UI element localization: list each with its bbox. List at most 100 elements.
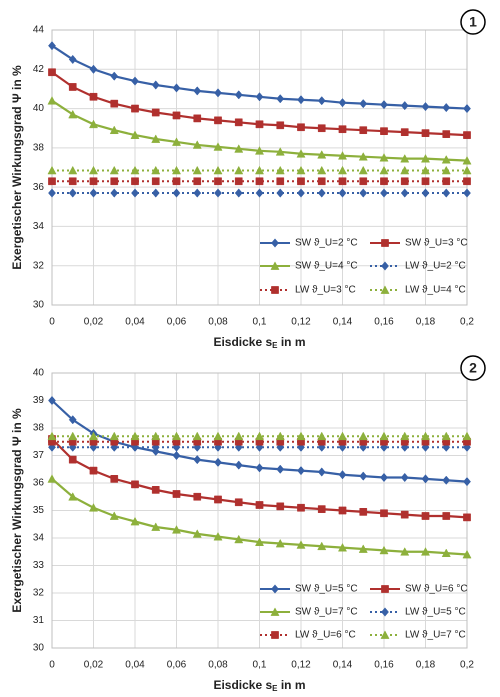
marker bbox=[441, 548, 451, 557]
y-tick-label: 36 bbox=[33, 478, 45, 489]
marker bbox=[358, 152, 368, 161]
legend-marker bbox=[270, 607, 280, 616]
x-tick-label: 0,12 bbox=[291, 660, 311, 671]
x-tick-label: 0,1 bbox=[253, 317, 267, 328]
plot-border bbox=[51, 372, 468, 649]
marker bbox=[463, 177, 471, 186]
marker bbox=[400, 101, 409, 111]
legend-label: SW ϑ_U=5 °C bbox=[295, 584, 358, 595]
legend-label: SW ϑ_U=7 °C bbox=[295, 607, 358, 618]
marker bbox=[442, 188, 451, 198]
y-tick-label: 34 bbox=[33, 221, 45, 232]
marker bbox=[88, 119, 99, 129]
marker bbox=[297, 503, 305, 512]
legend-marker bbox=[270, 261, 280, 270]
panel-badge: 1 bbox=[469, 14, 477, 30]
marker bbox=[463, 188, 471, 198]
marker bbox=[130, 516, 140, 526]
marker bbox=[47, 96, 57, 105]
marker bbox=[442, 130, 451, 138]
marker bbox=[109, 165, 119, 175]
legend-marker bbox=[271, 584, 279, 594]
y-axis-title: Exergetischer Wirkungsgrad Ψ in % bbox=[10, 65, 24, 270]
marker bbox=[338, 506, 347, 515]
marker bbox=[463, 103, 471, 114]
legend-label: LW ϑ_U=7 °C bbox=[405, 630, 466, 641]
legend-marker bbox=[271, 631, 279, 639]
marker bbox=[192, 165, 202, 175]
marker bbox=[380, 100, 388, 110]
panel-badge-circle bbox=[460, 9, 486, 35]
marker bbox=[68, 455, 77, 464]
legend-label: LW ϑ_U=4 °C bbox=[405, 285, 466, 296]
marker bbox=[379, 165, 389, 175]
marker bbox=[296, 540, 306, 549]
marker bbox=[462, 155, 472, 165]
marker bbox=[380, 127, 388, 136]
marker bbox=[359, 471, 368, 481]
marker bbox=[317, 541, 327, 551]
marker bbox=[214, 88, 222, 98]
x-axis-title-part: in m bbox=[278, 335, 306, 349]
marker bbox=[48, 41, 56, 51]
marker bbox=[358, 431, 368, 441]
marker bbox=[151, 431, 161, 441]
legend-label: SW ϑ_U=3 °C bbox=[405, 238, 468, 249]
marker bbox=[68, 431, 78, 441]
x-tick-label: 0,08 bbox=[208, 660, 228, 671]
marker bbox=[68, 177, 77, 186]
marker bbox=[68, 109, 78, 119]
marker bbox=[442, 103, 451, 113]
marker bbox=[380, 188, 388, 198]
marker bbox=[151, 177, 160, 186]
marker bbox=[421, 102, 430, 112]
x-tick-label: 0,14 bbox=[333, 660, 353, 671]
marker bbox=[400, 547, 410, 556]
y-tick-label: 30 bbox=[33, 643, 45, 654]
marker bbox=[213, 165, 223, 175]
marker bbox=[68, 165, 78, 175]
marker bbox=[171, 165, 182, 175]
marker bbox=[255, 188, 264, 198]
marker bbox=[110, 442, 119, 452]
marker bbox=[380, 472, 388, 483]
marker bbox=[131, 177, 139, 186]
marker bbox=[338, 98, 347, 108]
x-axis-title-part: Eisdicke s bbox=[213, 678, 272, 692]
marker bbox=[275, 147, 285, 156]
marker bbox=[254, 431, 265, 441]
marker bbox=[151, 165, 161, 175]
marker bbox=[130, 431, 140, 441]
y-tick-label: 36 bbox=[33, 182, 45, 193]
x-tick-label: 0,02 bbox=[84, 317, 104, 328]
marker bbox=[234, 144, 244, 153]
marker bbox=[317, 467, 326, 477]
marker bbox=[296, 149, 306, 158]
marker bbox=[214, 495, 222, 504]
marker bbox=[234, 498, 243, 507]
marker bbox=[234, 534, 244, 544]
x-tick-label: 0,12 bbox=[291, 317, 311, 328]
x-axis-title-part: E bbox=[272, 341, 278, 350]
marker bbox=[296, 165, 306, 175]
x-axis-title: Eisdicke sE in m bbox=[213, 678, 305, 693]
y-tick-label: 35 bbox=[33, 505, 45, 516]
x-tick-label: 0,06 bbox=[167, 660, 187, 671]
marker bbox=[297, 188, 305, 198]
y-tick-label: 39 bbox=[33, 395, 45, 406]
y-tick-label: 38 bbox=[33, 142, 45, 153]
marker bbox=[275, 165, 285, 175]
marker bbox=[275, 538, 285, 548]
marker bbox=[171, 525, 182, 534]
marker bbox=[171, 431, 182, 441]
marker bbox=[131, 188, 139, 198]
marker bbox=[89, 442, 98, 452]
marker bbox=[276, 464, 285, 474]
legend-marker bbox=[380, 285, 390, 294]
marker bbox=[151, 108, 160, 117]
marker bbox=[297, 123, 305, 132]
marker bbox=[337, 431, 348, 441]
panel-badge-circle bbox=[460, 355, 486, 381]
x-tick-label: 0,04 bbox=[125, 317, 145, 328]
x-tick-label: 0,2 bbox=[460, 660, 474, 671]
